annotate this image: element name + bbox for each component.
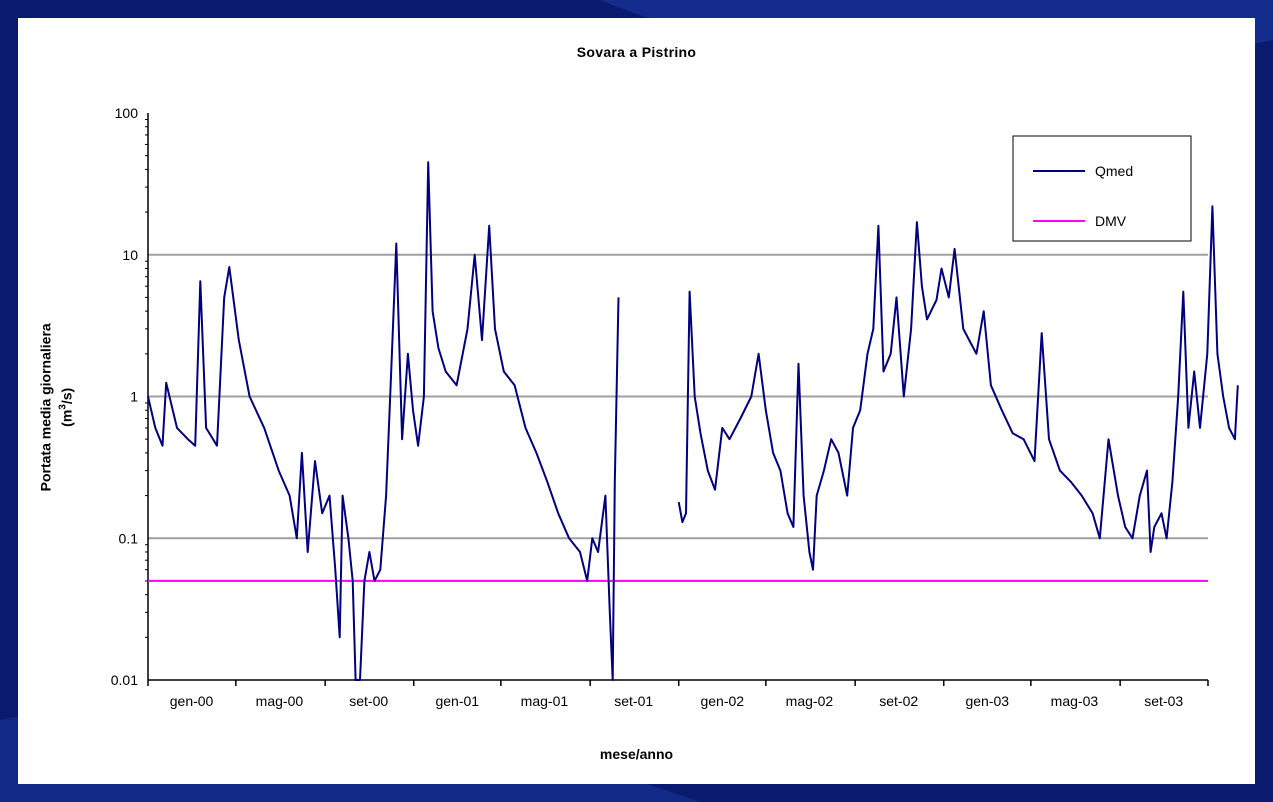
- y-tick-label: 10: [122, 247, 138, 263]
- x-tick-label: set-00: [349, 693, 388, 709]
- series-line-Qmed: [677, 205, 1239, 571]
- x-tick-label: mag-03: [1051, 693, 1099, 709]
- axis-layer: 100 10 1 0.1 0.01 gen-00 mag-00 set-00 gen-01 mag…: [111, 105, 1209, 709]
- grid-layer: [148, 253, 1208, 540]
- x-tick-label: gen-01: [435, 693, 479, 709]
- x-tick-label: mag-00: [256, 693, 304, 709]
- y-tick-label: 0.01: [111, 672, 138, 688]
- x-axis-title: mese/anno: [599, 746, 674, 762]
- x-tick-label: mag-01: [521, 693, 569, 709]
- legend-label-Qmed: Qmed: [1095, 163, 1133, 179]
- chart-panel: Sovara a Pistrino Portata media giornali…: [18, 18, 1255, 784]
- legend-box: [1012, 135, 1192, 242]
- x-tick-label: gen-00: [170, 693, 214, 709]
- x-tick-label: set-01: [614, 693, 653, 709]
- x-tick-label: set-02: [879, 693, 918, 709]
- x-tick-label: mag-02: [786, 693, 834, 709]
- x-tick-label: set-03: [1144, 693, 1183, 709]
- legend-label-DMV: DMV: [1095, 213, 1127, 229]
- chart-title: Sovara a Pistrino: [576, 44, 697, 60]
- x-tick-label: gen-03: [965, 693, 1009, 709]
- y-tick-label: 0.1: [119, 530, 139, 546]
- plot-area: 100 10 1 0.1 0.01 gen-00 mag-00 set-00 gen-01 mag…: [111, 105, 1239, 709]
- legend: Qmed DMV: [1012, 135, 1192, 242]
- y-tick-label: 100: [115, 105, 139, 121]
- y-tick-label: 1: [130, 389, 138, 405]
- series-layer: [147, 161, 1239, 681]
- x-tick-label: gen-02: [700, 693, 744, 709]
- series-line-Qmed: [147, 161, 620, 681]
